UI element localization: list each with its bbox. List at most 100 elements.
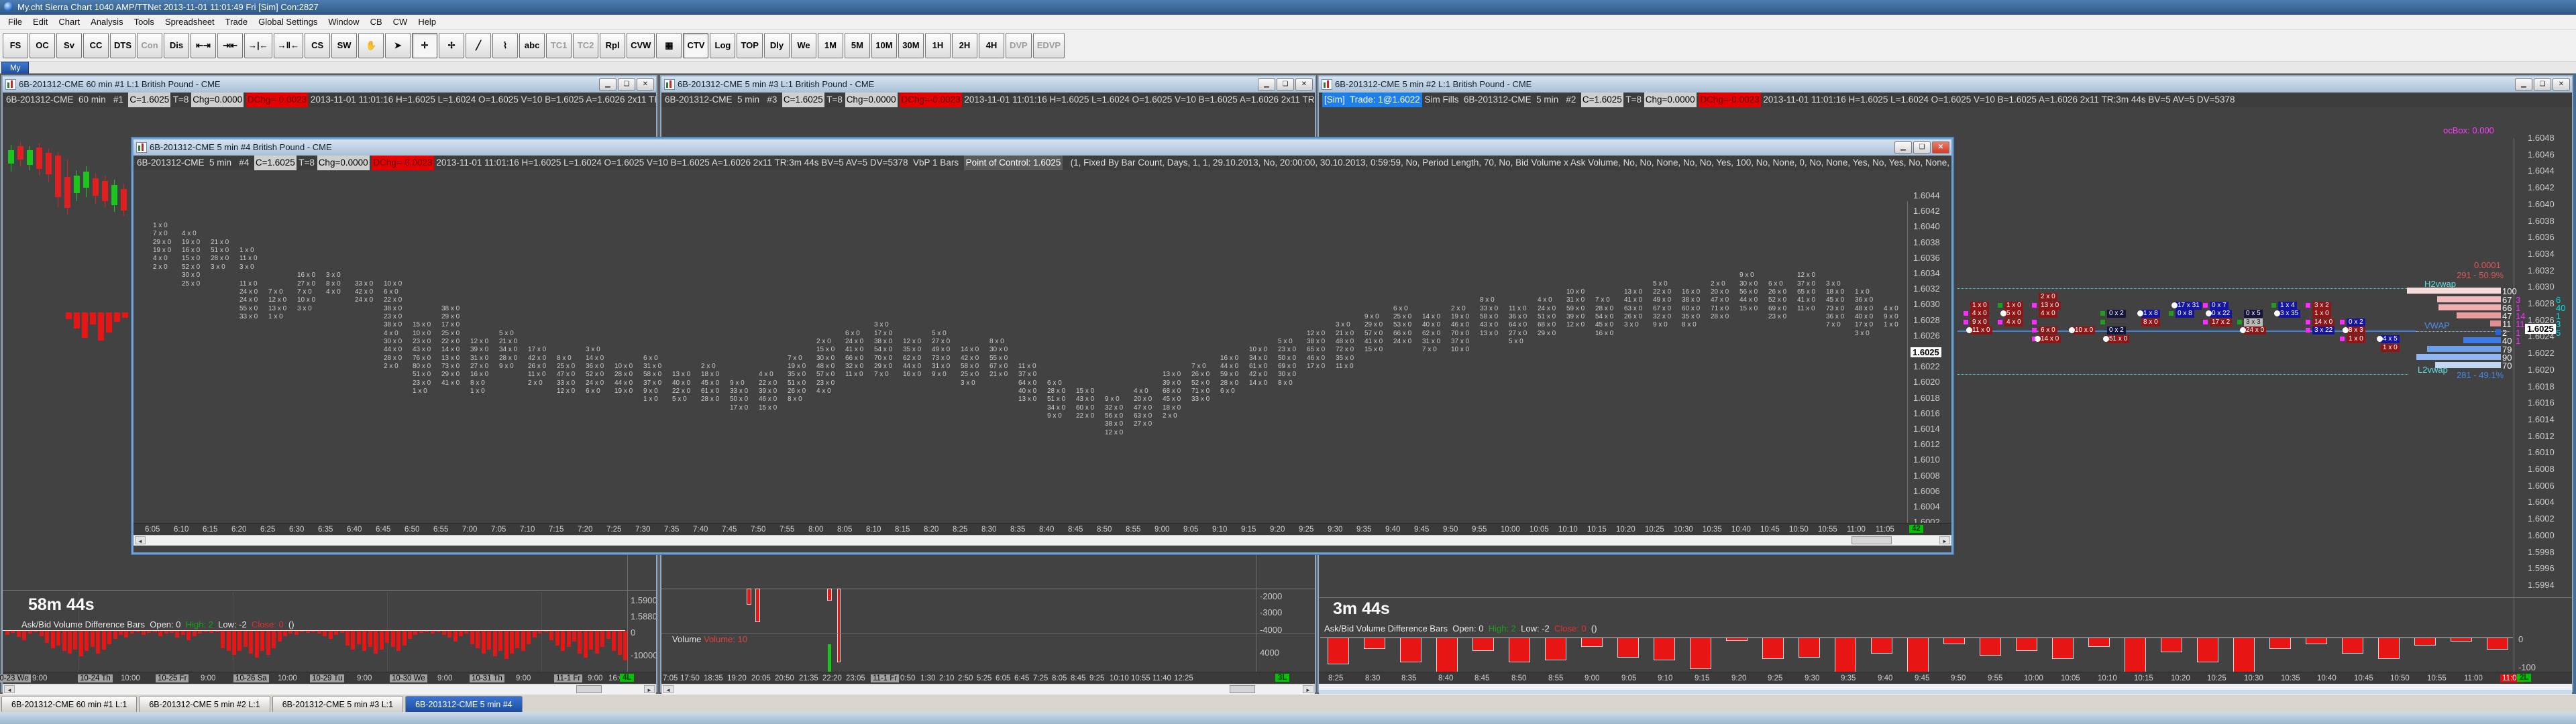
- toolbar-button-rpl[interactable]: Rpl: [600, 32, 626, 58]
- align-left-icon[interactable]: →|←: [244, 32, 272, 58]
- scroll-left-arrow[interactable]: ◄: [135, 536, 146, 544]
- time-label: 10:55: [2427, 674, 2447, 682]
- tvw-grid-icon[interactable]: ▦: [656, 32, 682, 58]
- minimize-button[interactable]: ▁: [1258, 78, 1275, 90]
- toolbar-button-log[interactable]: Log: [710, 32, 736, 58]
- magenta-marker: [1998, 319, 2002, 324]
- menu-item-tools[interactable]: Tools: [133, 17, 154, 27]
- menu-item-help[interactable]: Help: [418, 17, 437, 27]
- compress-horizontal-icon[interactable]: ⇥⇤: [217, 32, 243, 58]
- taskbar-tab-1[interactable]: 6B-201312-CME 60 min #1 L:1: [1, 696, 138, 712]
- toolbar-button-dis[interactable]: Dis: [164, 32, 189, 58]
- toolbar-button-dts[interactable]: DTS: [110, 32, 136, 58]
- menu-item-edit[interactable]: Edit: [32, 17, 48, 27]
- toolbar-button-ctv[interactable]: CTV: [683, 32, 709, 58]
- horizontal-scrollbar[interactable]: ◄ ►: [661, 684, 1315, 695]
- menu-item-chart[interactable]: Chart: [58, 17, 80, 27]
- close-button[interactable]: ✕: [637, 78, 654, 90]
- menu-item-analysis[interactable]: Analysis: [91, 17, 123, 27]
- price-label: 1.6034: [2528, 249, 2555, 259]
- diff-bar: [22, 631, 26, 640]
- toolbar-button-1m[interactable]: 1M: [817, 32, 843, 58]
- expand-horizontal-icon[interactable]: ⇤⇥: [191, 32, 216, 58]
- toolbar-button-cs[interactable]: CS: [305, 32, 331, 58]
- time-label: 10:10: [1558, 526, 1578, 534]
- toolbar-button-4h[interactable]: 4H: [978, 32, 1004, 58]
- pointer-tool-icon[interactable]: ➤: [385, 32, 411, 58]
- toolbar-button-1h[interactable]: 1H: [924, 32, 951, 58]
- time-label: 9:25: [1768, 674, 1783, 682]
- menu-item-spreadsheet[interactable]: Spreadsheet: [164, 17, 215, 27]
- close-button[interactable]: ✕: [1932, 141, 1949, 154]
- scroll-thumb[interactable]: [1851, 536, 1892, 544]
- time-label: 7:50: [751, 526, 766, 534]
- toolbar-button-we[interactable]: We: [790, 32, 816, 58]
- crosshair-icon[interactable]: ✛: [412, 32, 438, 58]
- scroll-thumb[interactable]: [576, 685, 602, 693]
- toolbar-button-5m[interactable]: 5M: [844, 32, 870, 58]
- toolbar-button-abc[interactable]: abc: [519, 32, 545, 58]
- grid-cell: 16 x 0: [1595, 330, 1614, 337]
- scroll-right-arrow[interactable]: ►: [644, 685, 655, 693]
- hand-tool-icon[interactable]: ✋: [358, 32, 384, 58]
- toolbar-button-2h[interactable]: 2H: [951, 32, 977, 58]
- minimize-button[interactable]: ▁: [1894, 141, 1912, 154]
- grid-cell: 14 x 0: [1422, 313, 1441, 320]
- align-right-icon[interactable]: →‖←: [273, 32, 304, 58]
- minimize-button[interactable]: ▁: [2515, 78, 2532, 90]
- toolbar-button-oc[interactable]: OC: [30, 32, 55, 58]
- grid-cell: 33 x 0: [730, 387, 749, 395]
- horizontal-scrollbar[interactable]: ◄ ►: [3, 684, 656, 695]
- grid-cell: 10 x 0: [413, 330, 431, 337]
- toolbar-button-fs[interactable]: FS: [3, 32, 28, 58]
- scroll-right-arrow[interactable]: ►: [1939, 536, 1950, 544]
- toolbar-button-cvw[interactable]: CVW: [627, 32, 655, 58]
- chart-window-titlebar[interactable]: 6B-201312-CME 5 min #3 L:1 British Pound…: [661, 76, 1315, 93]
- taskbar-tab-2[interactable]: 6B-201312-CME 5 min #2 L:1: [139, 696, 270, 712]
- restore-button[interactable]: ❏: [2534, 78, 2551, 90]
- grid-cell: 41 x 0: [1364, 338, 1383, 345]
- restore-button[interactable]: ❏: [618, 78, 635, 90]
- toolbar-button-10m[interactable]: 10M: [871, 32, 897, 58]
- magenta-marker: [1964, 311, 1968, 316]
- toolbar-button-cc[interactable]: CC: [83, 32, 109, 58]
- horizontal-scrollbar[interactable]: ◄ ►: [133, 535, 1951, 546]
- scroll-left-arrow[interactable]: ◄: [4, 685, 15, 693]
- menu-item-file[interactable]: File: [8, 17, 22, 27]
- grid-cell: 39 x 0: [1163, 379, 1181, 387]
- polyline-tool-icon[interactable]: ⌇: [492, 32, 519, 58]
- grid-cell: 41 x 0: [1624, 296, 1643, 304]
- toolbar-button-top[interactable]: TOP: [737, 32, 763, 58]
- chart-window-titlebar[interactable]: 6B-201312-CME 5 min #4 British Pound - C…: [133, 139, 1951, 156]
- scroll-thumb[interactable]: [1230, 685, 1255, 693]
- grid-cell: 60 x 0: [1076, 404, 1095, 412]
- menu-item-trade[interactable]: Trade: [225, 17, 248, 27]
- chart-window-titlebar[interactable]: 6B-201312-CME 5 min #2 L:1 British Pound…: [1319, 76, 2572, 93]
- crosshair-lines-icon[interactable]: ✢: [439, 32, 465, 58]
- floating-chart-window-4[interactable]: 6B-201312-CME 5 min #4 British Pound - C…: [131, 137, 1953, 554]
- restore-button[interactable]: ❏: [1277, 78, 1294, 90]
- toolbar-button-dly[interactable]: Dly: [763, 32, 790, 58]
- minimize-button[interactable]: ▁: [599, 78, 616, 90]
- line-tool-icon[interactable]: ╱: [466, 32, 492, 58]
- grid-cell: 7 x 0: [1422, 346, 1437, 353]
- close-button[interactable]: ✕: [2553, 78, 2570, 90]
- scroll-right-arrow[interactable]: ►: [1303, 685, 1313, 693]
- taskbar-tab-3[interactable]: 6B-201312-CME 5 min #3 L:1: [272, 696, 404, 712]
- toolbar-button-30m[interactable]: 30M: [898, 32, 924, 58]
- menu-item-cw[interactable]: CW: [392, 17, 408, 27]
- chartbook-tab-my[interactable]: My: [1, 62, 30, 74]
- close-button[interactable]: ✕: [1295, 78, 1313, 90]
- time-label: 9:20: [1270, 526, 1285, 534]
- chart-window-titlebar[interactable]: 6B-201312-CME 60 min #1 L:1 British Poun…: [3, 76, 656, 93]
- scroll-left-arrow[interactable]: ◄: [663, 685, 674, 693]
- taskbar-tab-4[interactable]: 6B-201312-CME 5 min #4: [405, 696, 523, 712]
- menu-item-global-settings[interactable]: Global Settings: [258, 17, 318, 27]
- menu-item-cb[interactable]: CB: [370, 17, 382, 27]
- toolbar-button-sw[interactable]: SW: [331, 32, 358, 58]
- toolbar-button-sv[interactable]: Sv: [56, 32, 82, 58]
- time-label: 8:45: [1071, 674, 1086, 682]
- header-field: C=1.6025: [1580, 93, 1623, 107]
- restore-button[interactable]: ❏: [1913, 141, 1931, 154]
- menu-item-window[interactable]: Window: [328, 17, 360, 27]
